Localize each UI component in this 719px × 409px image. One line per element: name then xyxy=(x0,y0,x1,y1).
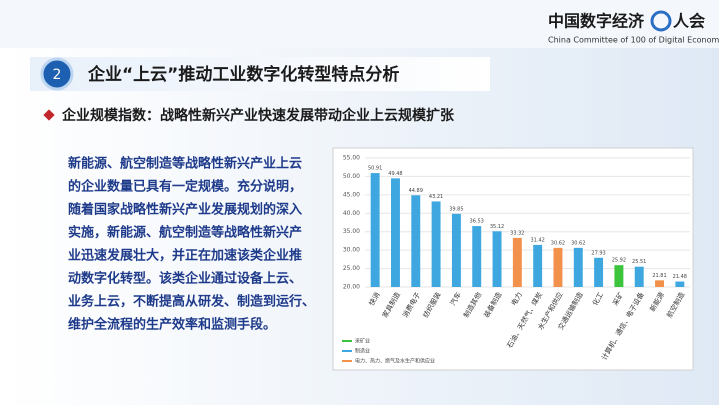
bar xyxy=(614,265,624,287)
body-line: 随着国家战略性新兴产业发展规划的深入 xyxy=(68,202,302,218)
brand: 人会 xyxy=(673,12,705,31)
bar xyxy=(451,213,461,287)
value-label: 36.53 xyxy=(470,219,484,225)
bar xyxy=(675,281,685,287)
body-line: 业迅速发展壮大，并正在加速该类企业推 xyxy=(68,248,302,264)
value-label: 21.48 xyxy=(673,274,687,280)
y-tick-label: 35.00 xyxy=(343,228,360,235)
value-label: 25.92 xyxy=(612,258,626,264)
value-label: 39.85 xyxy=(449,206,463,212)
value-label: 31.42 xyxy=(530,237,544,243)
y-tick-label: 50.00 xyxy=(343,173,360,180)
body-line: 的企业数量已具有一定规模。充分说明， xyxy=(68,179,302,195)
bar xyxy=(573,247,583,287)
bar xyxy=(655,280,664,287)
value-label: 30.62 xyxy=(571,240,585,246)
bar xyxy=(594,257,604,287)
body-line: 实施，新能源、航空制造等战略性新兴产 xyxy=(68,225,302,241)
body-line: 维护全流程的生产效率和监测手段。 xyxy=(68,317,276,333)
title: 企业“上云”推动工业数字化转型特点分析 xyxy=(87,64,399,85)
bar xyxy=(512,237,522,287)
bar xyxy=(492,231,502,287)
bar xyxy=(370,173,380,287)
legend-label: 电力、热力、燃气及水生产和供应业 xyxy=(355,358,435,365)
legend-label: 采矿业 xyxy=(355,338,370,345)
value-label: 25.51 xyxy=(632,259,646,265)
value-label: 49.48 xyxy=(388,171,402,177)
y-tick-label: 25.00 xyxy=(343,265,360,272)
logo xyxy=(650,10,672,32)
value-label: 21.81 xyxy=(652,273,666,279)
value-label: 50.91 xyxy=(368,166,382,172)
bar xyxy=(472,226,482,287)
bar xyxy=(391,178,400,287)
bullet xyxy=(43,109,55,121)
value-label: 35.12 xyxy=(490,224,504,230)
value-label: 30.62 xyxy=(551,240,565,246)
brand-en: China Committee of 100 of Digital Econom… xyxy=(548,36,719,45)
y-tick-label: 55.00 xyxy=(343,155,360,162)
bar xyxy=(431,201,441,287)
value-label: 44.89 xyxy=(409,188,423,194)
section-badge xyxy=(40,57,74,91)
subtitle: 企业规模指数：战略性新兴产业快速发展带动企业上云规模扩张 xyxy=(61,107,455,124)
y-tick-label: 40.00 xyxy=(343,210,360,217)
legend-label: 制造业 xyxy=(355,348,370,355)
body-line: 动数字化转型。该类企业通过设备上云、 xyxy=(68,271,302,287)
title-bar xyxy=(30,57,490,91)
brand: 中国数字经济 xyxy=(548,12,645,31)
bar xyxy=(533,244,543,287)
value-label: 33.32 xyxy=(510,230,524,236)
body-line: 新能源、航空制造等战略性新兴产业上云 xyxy=(68,156,302,172)
value-label: 43.21 xyxy=(429,194,443,200)
y-tick-label: 30.00 xyxy=(343,247,360,254)
y-tick-label: 20.00 xyxy=(343,284,360,291)
bar xyxy=(553,247,563,287)
value-label: 27.93 xyxy=(591,250,605,256)
header-bar xyxy=(0,0,719,48)
bar xyxy=(634,266,644,287)
y-tick-label: 45.00 xyxy=(343,191,360,198)
section-number: 2 xyxy=(53,67,62,83)
bar xyxy=(411,195,421,287)
body-line: 业务上云，不断提高从研发、制造到运行、 xyxy=(68,294,315,310)
